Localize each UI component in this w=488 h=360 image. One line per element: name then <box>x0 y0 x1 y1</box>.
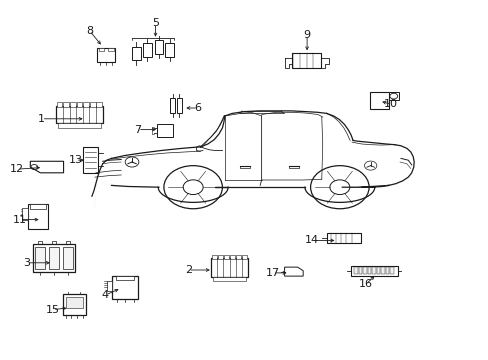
FancyBboxPatch shape <box>63 102 69 107</box>
Bar <box>35 247 45 269</box>
Bar <box>49 247 59 269</box>
Polygon shape <box>284 267 303 276</box>
FancyBboxPatch shape <box>236 255 241 259</box>
Text: 2: 2 <box>184 265 191 275</box>
Bar <box>116 276 134 280</box>
Text: 17: 17 <box>265 268 279 278</box>
Polygon shape <box>30 161 63 173</box>
Text: 12: 12 <box>10 164 24 174</box>
Text: 9: 9 <box>303 30 310 40</box>
Bar <box>107 48 113 51</box>
Bar <box>350 266 397 276</box>
Bar <box>326 233 360 243</box>
Text: 7: 7 <box>134 125 141 135</box>
Bar <box>58 123 101 128</box>
Bar <box>388 92 398 100</box>
Bar <box>380 267 384 274</box>
Bar <box>63 247 73 269</box>
FancyBboxPatch shape <box>90 102 96 107</box>
Bar <box>132 47 141 60</box>
Bar <box>389 267 393 274</box>
Text: 16: 16 <box>358 279 372 289</box>
Text: 11: 11 <box>13 215 26 225</box>
Text: 14: 14 <box>305 235 318 246</box>
Bar <box>385 267 388 274</box>
FancyBboxPatch shape <box>83 102 89 107</box>
Bar <box>371 267 375 274</box>
Bar <box>353 267 357 274</box>
FancyBboxPatch shape <box>242 255 247 259</box>
Bar <box>22 208 28 220</box>
FancyBboxPatch shape <box>57 102 62 107</box>
Bar <box>291 53 321 68</box>
Bar <box>106 281 112 291</box>
Bar <box>154 40 163 54</box>
Bar <box>369 92 388 109</box>
Bar <box>83 147 98 173</box>
Bar <box>33 244 75 272</box>
Bar <box>177 98 182 113</box>
Bar <box>157 124 173 137</box>
Bar <box>165 43 174 57</box>
Bar <box>28 204 48 229</box>
Bar <box>98 48 104 51</box>
Bar <box>142 43 151 57</box>
Text: 5: 5 <box>152 18 159 28</box>
Text: 10: 10 <box>384 99 397 109</box>
Bar <box>211 258 247 277</box>
Text: 8: 8 <box>86 26 93 36</box>
Text: 1: 1 <box>38 114 45 124</box>
FancyBboxPatch shape <box>70 102 76 107</box>
FancyBboxPatch shape <box>218 255 223 259</box>
Bar <box>30 204 46 209</box>
Bar <box>62 294 86 315</box>
FancyBboxPatch shape <box>96 102 102 107</box>
FancyBboxPatch shape <box>224 255 228 259</box>
FancyBboxPatch shape <box>76 102 82 107</box>
Text: 15: 15 <box>46 305 60 315</box>
Bar <box>65 297 83 308</box>
Text: 4: 4 <box>102 290 108 300</box>
Bar <box>112 276 138 299</box>
Bar <box>362 267 366 274</box>
Bar <box>97 48 115 62</box>
Bar <box>212 277 246 281</box>
Bar <box>358 267 361 274</box>
FancyBboxPatch shape <box>230 255 235 259</box>
Bar <box>367 267 370 274</box>
Text: 3: 3 <box>23 258 30 268</box>
FancyBboxPatch shape <box>211 255 216 259</box>
Text: 6: 6 <box>194 103 201 113</box>
Bar <box>170 98 175 113</box>
Bar <box>376 267 379 274</box>
Bar <box>56 106 102 123</box>
Text: 13: 13 <box>69 155 82 165</box>
